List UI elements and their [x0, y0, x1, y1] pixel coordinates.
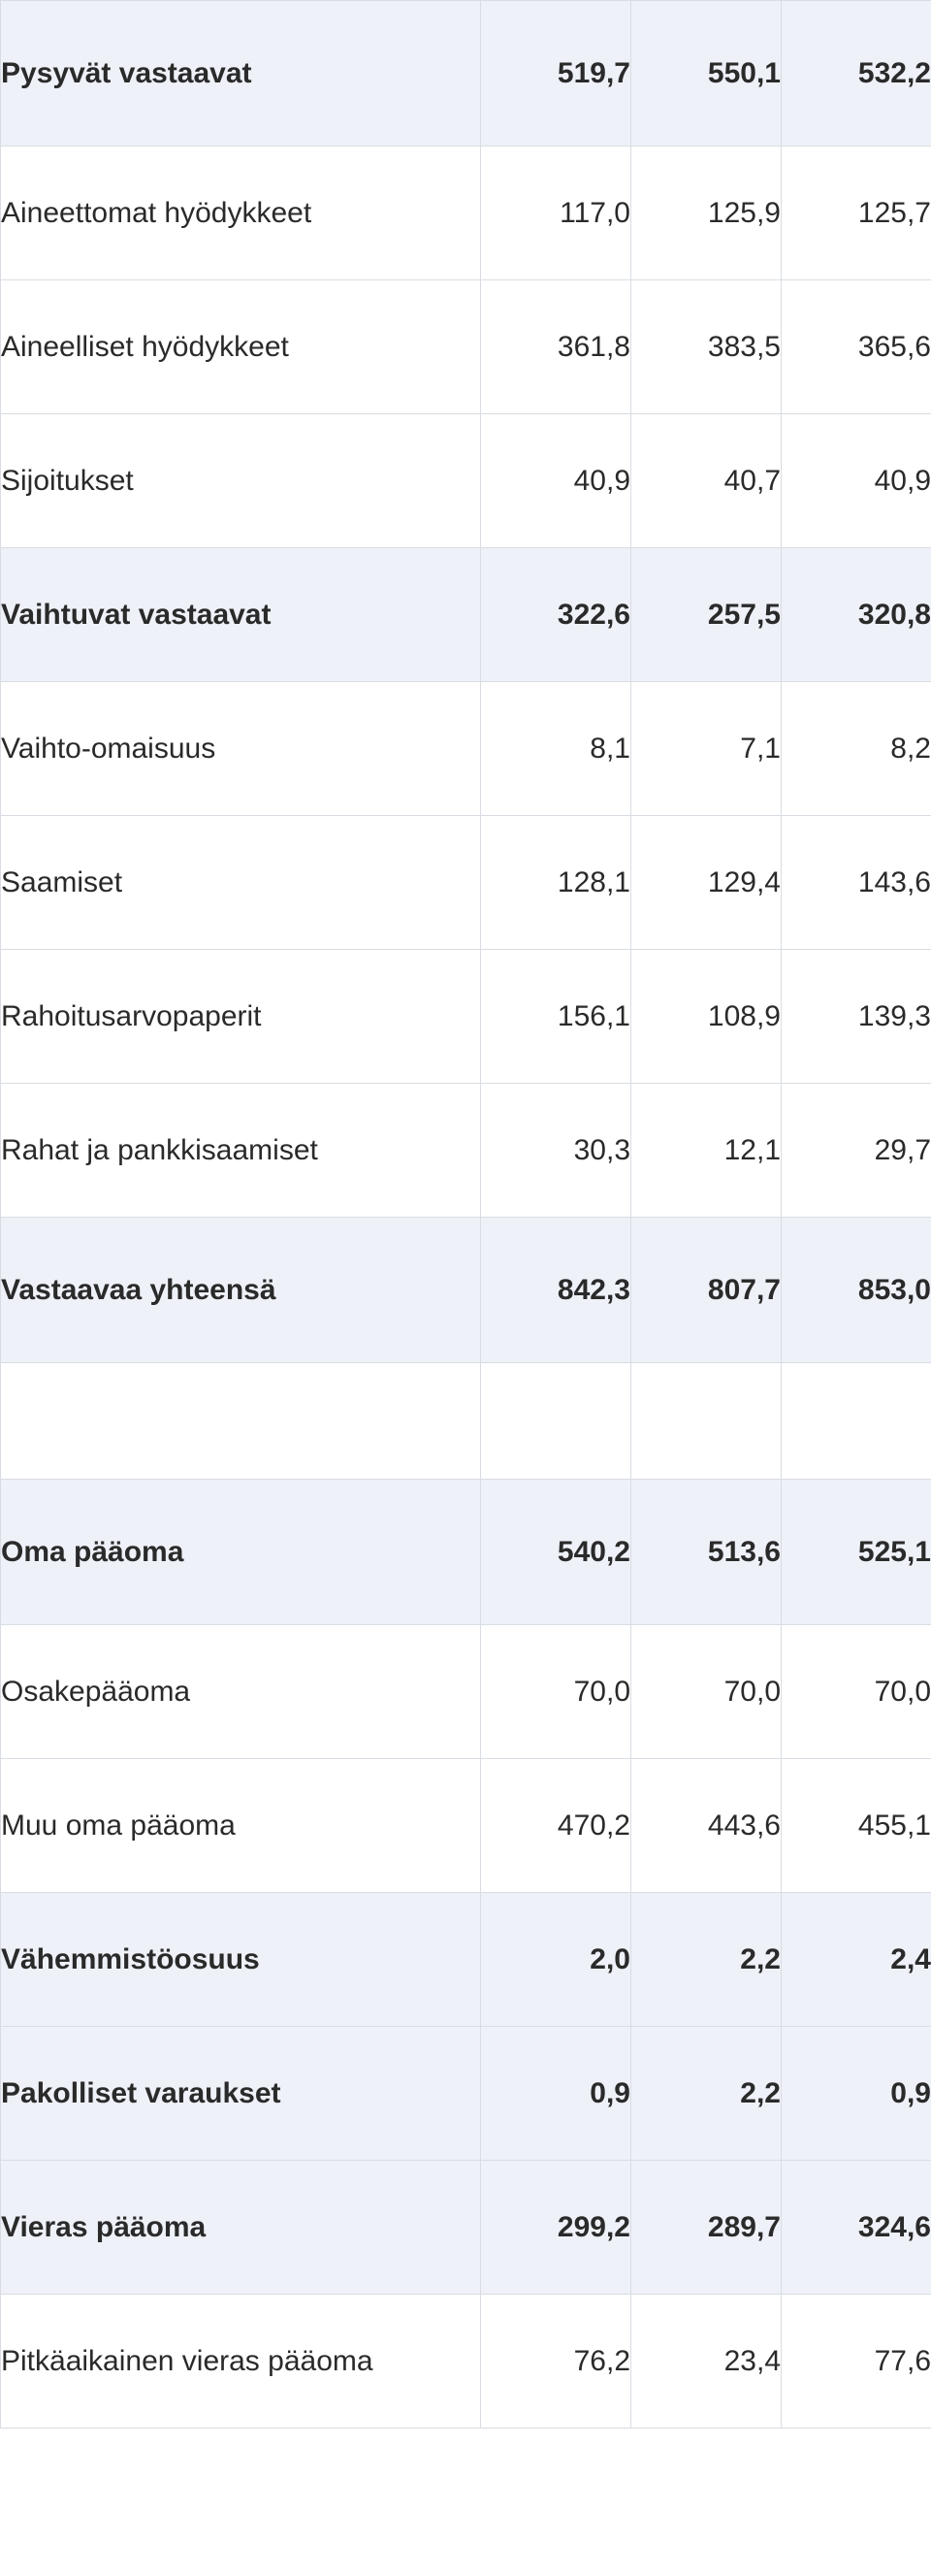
row-value-1: 76,2: [481, 2295, 631, 2429]
row-value-2: 383,5: [631, 280, 782, 414]
table-row: Sijoitukset 40,9 40,7 40,9: [1, 414, 931, 548]
row-value-2: 40,7: [631, 414, 782, 548]
row-value-3: 8,2: [782, 682, 931, 816]
row-value-3: 143,6: [782, 816, 931, 950]
table-row: Vähemmistöosuus 2,0 2,2 2,4: [1, 1893, 931, 2027]
row-value-1: 322,6: [481, 548, 631, 682]
row-value-3: 40,9: [782, 414, 931, 548]
row-value-2: 550,1: [631, 1, 782, 147]
row-label: Sijoitukset: [1, 414, 481, 548]
table-spacer: [1, 1363, 931, 1480]
row-value-3: 70,0: [782, 1625, 931, 1759]
row-label: Vieras pääoma: [1, 2161, 481, 2295]
table-row: Vieras pääoma 299,2 289,7 324,6: [1, 2161, 931, 2295]
row-value-3: 320,8: [782, 548, 931, 682]
row-value-2: 513,6: [631, 1480, 782, 1625]
row-value-1: 0,9: [481, 2027, 631, 2161]
row-value-1: 842,3: [481, 1218, 631, 1363]
table-row: Pakolliset varaukset 0,9 2,2 0,9: [1, 2027, 931, 2161]
financial-table: Pysyvät vastaavat 519,7 550,1 532,2 Aine…: [0, 0, 931, 2429]
table-row: Vastaavaa yhteensä 842,3 807,7 853,0: [1, 1218, 931, 1363]
table-row: Aineelliset hyödykkeet 361,8 383,5 365,6: [1, 280, 931, 414]
row-value-1: 70,0: [481, 1625, 631, 1759]
table-row: Vaihto-omaisuus 8,1 7,1 8,2: [1, 682, 931, 816]
row-label: Vastaavaa yhteensä: [1, 1218, 481, 1363]
table-row: Oma pääoma 540,2 513,6 525,1: [1, 1480, 931, 1625]
row-label: Muu oma pääoma: [1, 1759, 481, 1893]
row-label: Vähemmistöosuus: [1, 1893, 481, 2027]
table-row: Pitkäaikainen vieras pääoma 76,2 23,4 77…: [1, 2295, 931, 2429]
row-value-1: 128,1: [481, 816, 631, 950]
row-value-3: 125,7: [782, 147, 931, 280]
row-label: Vaihtuvat vastaavat: [1, 548, 481, 682]
row-value-1: 361,8: [481, 280, 631, 414]
row-value-3: 29,7: [782, 1084, 931, 1218]
row-value-2: 289,7: [631, 2161, 782, 2295]
table-row: Osakepääoma 70,0 70,0 70,0: [1, 1625, 931, 1759]
row-label: Aineettomat hyödykkeet: [1, 147, 481, 280]
row-value-2: 129,4: [631, 816, 782, 950]
row-label: Pysyvät vastaavat: [1, 1, 481, 147]
row-value-1: 40,9: [481, 414, 631, 548]
row-value-1: 470,2: [481, 1759, 631, 1893]
row-value-3: 324,6: [782, 2161, 931, 2295]
row-value-2: 125,9: [631, 147, 782, 280]
row-value-2: 2,2: [631, 1893, 782, 2027]
table-row: Vaihtuvat vastaavat 322,6 257,5 320,8: [1, 548, 931, 682]
row-value-2: 23,4: [631, 2295, 782, 2429]
row-label: Osakepääoma: [1, 1625, 481, 1759]
row-label: Pakolliset varaukset: [1, 2027, 481, 2161]
table-row: Aineettomat hyödykkeet 117,0 125,9 125,7: [1, 147, 931, 280]
row-value-3: 455,1: [782, 1759, 931, 1893]
table-body: Pysyvät vastaavat 519,7 550,1 532,2 Aine…: [1, 1, 931, 2429]
table-row: Rahoitusarvopaperit 156,1 108,9 139,3: [1, 950, 931, 1084]
row-value-1: 30,3: [481, 1084, 631, 1218]
row-value-2: 257,5: [631, 548, 782, 682]
row-value-2: 70,0: [631, 1625, 782, 1759]
row-value-2: 12,1: [631, 1084, 782, 1218]
row-label: Rahat ja pankkisaamiset: [1, 1084, 481, 1218]
row-value-1: 540,2: [481, 1480, 631, 1625]
row-value-2: 2,2: [631, 2027, 782, 2161]
row-label: Aineelliset hyödykkeet: [1, 280, 481, 414]
row-value-1: 519,7: [481, 1, 631, 147]
row-label: Vaihto-omaisuus: [1, 682, 481, 816]
row-value-3: 365,6: [782, 280, 931, 414]
row-value-3: 525,1: [782, 1480, 931, 1625]
row-value-3: 139,3: [782, 950, 931, 1084]
table-row: Saamiset 128,1 129,4 143,6: [1, 816, 931, 950]
row-value-1: 117,0: [481, 147, 631, 280]
row-value-3: 532,2: [782, 1, 931, 147]
row-value-1: 299,2: [481, 2161, 631, 2295]
row-label: Saamiset: [1, 816, 481, 950]
row-value-1: 8,1: [481, 682, 631, 816]
row-label: Rahoitusarvopaperit: [1, 950, 481, 1084]
row-value-3: 2,4: [782, 1893, 931, 2027]
row-value-3: 77,6: [782, 2295, 931, 2429]
table-row: Rahat ja pankkisaamiset 30,3 12,1 29,7: [1, 1084, 931, 1218]
row-value-1: 2,0: [481, 1893, 631, 2027]
row-label: Pitkäaikainen vieras pääoma: [1, 2295, 481, 2429]
row-value-2: 443,6: [631, 1759, 782, 1893]
table-row: Pysyvät vastaavat 519,7 550,1 532,2: [1, 1, 931, 147]
row-value-3: 853,0: [782, 1218, 931, 1363]
row-value-3: 0,9: [782, 2027, 931, 2161]
row-value-2: 108,9: [631, 950, 782, 1084]
row-label: Oma pääoma: [1, 1480, 481, 1625]
row-value-2: 7,1: [631, 682, 782, 816]
row-value-2: 807,7: [631, 1218, 782, 1363]
row-value-1: 156,1: [481, 950, 631, 1084]
table-row: Muu oma pääoma 470,2 443,6 455,1: [1, 1759, 931, 1893]
